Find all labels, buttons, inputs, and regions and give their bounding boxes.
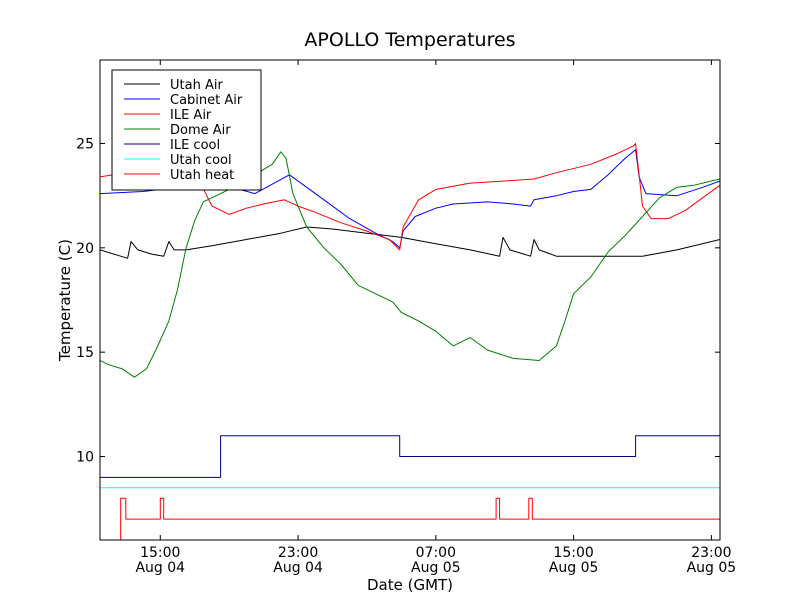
plot-frame [99, 59, 721, 541]
x-axis-label: Date (GMT) [367, 576, 453, 594]
x-tick-date-label: Aug 05 [411, 560, 461, 576]
series-line-dome-air [100, 151, 720, 378]
chart-title: APOLLO Temperatures [304, 29, 515, 51]
y-tick-label: 25 [76, 136, 94, 152]
y-axis: 10 15 20 25 [76, 136, 720, 466]
legend-label-ile-air: ILE Air [170, 108, 212, 123]
y-tick-label: 20 [76, 241, 94, 257]
x-tick-label: 07:00 [416, 545, 456, 561]
x-tick-date-label: Aug 05 [549, 560, 599, 576]
series-line-utah-heat [120, 497, 720, 540]
x-tick-date-label: Aug 05 [687, 560, 737, 576]
y-axis-label: Temperature (C) [56, 239, 74, 362]
x-tick-label: 15:00 [140, 545, 180, 561]
x-tick-label: 23:00 [278, 545, 318, 561]
x-tick-date-label: Aug 04 [135, 560, 185, 576]
series-line-utah-air [100, 226, 720, 259]
x-tick-date-label: Aug 04 [273, 560, 323, 576]
series-layer [100, 143, 720, 540]
y-tick-label: 15 [76, 345, 94, 361]
y-tick-label: 10 [76, 450, 94, 466]
legend-label-ile-cool: ILE cool [170, 138, 220, 153]
legend-label-utah-cool: Utah cool [170, 153, 232, 168]
x-tick-label: 23:00 [691, 545, 731, 561]
legend-frame [111, 69, 262, 191]
series-line-ile-cool [100, 435, 720, 478]
legend-label-dome-air: Dome Air [170, 123, 231, 138]
legend-label-utah-heat: Utah heat [170, 168, 234, 183]
x-tick-label: 15:00 [553, 545, 593, 561]
legend-label-cabinet-air: Cabinet Air [170, 93, 243, 108]
legend-label-utah-air: Utah Air [170, 78, 223, 93]
